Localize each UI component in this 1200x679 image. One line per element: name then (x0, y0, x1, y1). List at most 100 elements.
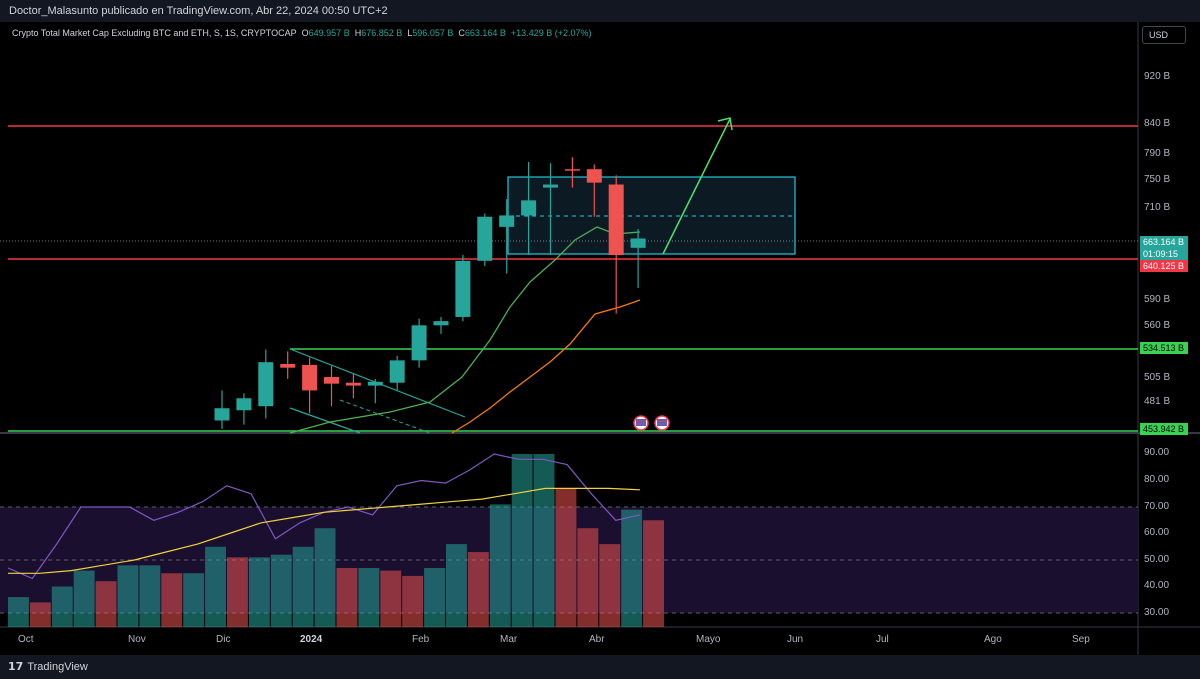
volume-bar (489, 504, 511, 627)
volume-bar (205, 546, 226, 627)
volume-bar (380, 570, 402, 627)
symbol-legend: Crypto Total Market Cap Excluding BTC an… (12, 28, 591, 38)
candle-body (586, 169, 602, 183)
volume-bar (555, 488, 577, 627)
legend-low: 596.057 B (412, 28, 454, 38)
time-axis-label: Feb (412, 634, 430, 645)
triangle-pattern[interactable] (289, 348, 466, 434)
ema-fast-line[interactable] (289, 226, 641, 434)
candle[interactable] (586, 164, 602, 217)
candle[interactable] (389, 355, 405, 391)
ema-slow-line[interactable] (451, 299, 641, 434)
legend-close: 663.164 B (464, 28, 506, 38)
candle[interactable] (608, 175, 624, 314)
volume-bar (358, 567, 380, 627)
time-axis-label: Jul (876, 634, 889, 645)
volume-bar (533, 454, 555, 627)
rsi-axis-label: 80.00 (1144, 474, 1170, 485)
candle[interactable] (214, 390, 230, 429)
candle[interactable] (345, 374, 361, 399)
candle[interactable] (433, 316, 449, 334)
candle-body (564, 169, 580, 171)
time-axis-label: Mayo (696, 634, 721, 645)
tradingview-logo[interactable]: 17 TradingView (8, 660, 88, 673)
candlesticks[interactable] (214, 157, 646, 429)
volume-bar (467, 552, 489, 627)
volume-bar (599, 544, 621, 627)
us-event-flag[interactable] (633, 415, 649, 431)
volume-bar (621, 509, 643, 627)
price-axis-label: 505 B (1144, 372, 1171, 383)
chart-svg[interactable] (0, 22, 1200, 655)
candle[interactable] (302, 357, 318, 414)
legend-high-label: H (354, 28, 362, 38)
rsi-axis-label: 30.00 (1144, 607, 1170, 618)
candle[interactable] (324, 365, 339, 407)
candle-body (433, 321, 449, 326)
rsi-axis-label: 90.00 (1144, 447, 1170, 458)
volume-bar (227, 557, 248, 627)
time-axis-label: Dic (216, 634, 231, 645)
candle-body (214, 408, 230, 421)
candle-body (345, 382, 361, 386)
rsi-volume-bars (8, 454, 664, 627)
rsi-ma-line[interactable] (8, 487, 641, 574)
publisher-bar: Doctor_Malasunto publicado en TradingVie… (0, 0, 1200, 22)
volume-bar (29, 602, 51, 627)
candle[interactable] (411, 318, 427, 368)
volume-bar (314, 528, 336, 627)
price-axis-label: 840 B (1144, 118, 1171, 129)
time-axis-label: Jun (787, 634, 804, 645)
rsi-axis-label: 70.00 (1144, 501, 1170, 512)
current-price-tag: 663.164 B (1140, 236, 1188, 248)
volume-bar (270, 554, 292, 627)
volume-bar (424, 567, 445, 627)
volume-bar (8, 597, 29, 627)
volume-bar (577, 528, 599, 627)
candle[interactable] (499, 199, 515, 274)
chart-area[interactable]: Crypto Total Market Cap Excluding BTC an… (0, 22, 1200, 655)
candle[interactable] (258, 349, 274, 419)
price-axis-label: 790 B (1144, 148, 1171, 159)
legend-close-label: C (458, 28, 465, 38)
candle-body (367, 381, 383, 386)
price-axis-label: 750 B (1144, 174, 1171, 185)
time-axis-label: Oct (18, 634, 34, 645)
time-axis-label: 2024 (300, 634, 323, 645)
projection-arrow[interactable] (662, 117, 733, 255)
legend-open-label: O (301, 28, 309, 38)
volume-bar (139, 565, 161, 627)
tradingview-logo-text: TradingView (27, 660, 88, 673)
currency-button[interactable]: USD (1142, 26, 1186, 44)
time-axis-label: Mar (500, 634, 518, 645)
volume-bar (643, 520, 664, 627)
candle[interactable] (280, 351, 296, 379)
candle-body (543, 184, 558, 188)
price-axis-label: 560 B (1144, 320, 1171, 331)
candle[interactable] (564, 157, 580, 188)
support-price-tag-1: 534.513 B (1140, 342, 1188, 354)
candle[interactable] (367, 378, 383, 404)
candle[interactable] (630, 229, 646, 289)
legend-high: 676.852 B (361, 28, 403, 38)
candle[interactable] (236, 393, 252, 425)
us-event-flag[interactable] (654, 415, 670, 431)
volume-bar (336, 567, 358, 627)
candle[interactable] (477, 213, 493, 267)
rsi-axis-label: 60.00 (1144, 527, 1170, 538)
candle-body (630, 238, 646, 248)
candle[interactable] (543, 163, 558, 255)
candle-body (455, 260, 471, 317)
price-axis-label: 481 B (1144, 396, 1171, 407)
publisher-info: Doctor_Malasunto publicado en TradingVie… (9, 5, 388, 17)
resistance-price-tag: 640.125 B (1140, 260, 1188, 272)
legend-symbol: Crypto Total Market Cap Excluding BTC an… (12, 28, 297, 38)
legend-change: +13.429 B (+2.07%) (510, 28, 592, 38)
volume-bar (161, 573, 183, 627)
candle-body (389, 360, 405, 383)
candle-body (608, 184, 624, 255)
time-axis-label: Sep (1072, 634, 1090, 645)
candle[interactable] (521, 162, 537, 255)
candle-body (411, 325, 427, 361)
candle[interactable] (455, 254, 471, 322)
